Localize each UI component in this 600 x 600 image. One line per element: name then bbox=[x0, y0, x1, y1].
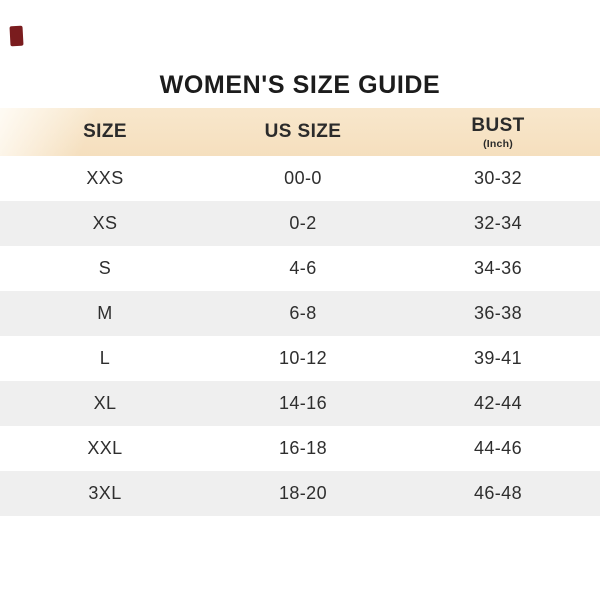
bust-cell: 34-36 bbox=[473, 258, 523, 278]
bust-cell: 36-38 bbox=[473, 303, 523, 323]
us-size-cell: 10-12 bbox=[278, 348, 328, 368]
bust-cell: 39-41 bbox=[473, 348, 523, 368]
table-row-l: L 10-12 39-41 bbox=[0, 336, 600, 381]
us-size-cell: 16-18 bbox=[278, 438, 328, 458]
bust-cell: 32-34 bbox=[473, 213, 523, 233]
size-cell: 3XL bbox=[88, 483, 122, 503]
column-header-bust: BUST (Inch) bbox=[396, 108, 600, 156]
table-row-xxs: XXS 00-0 30-32 bbox=[0, 156, 600, 201]
table-row-xs: XS 0-2 32-34 bbox=[0, 201, 600, 246]
page-title: WOMEN'S SIZE GUIDE bbox=[159, 71, 441, 99]
size-cell: S bbox=[98, 258, 112, 278]
us-size-cell: 0-2 bbox=[289, 213, 317, 233]
size-cell: M bbox=[97, 303, 113, 323]
column-header-us-size: US SIZE bbox=[210, 108, 396, 156]
bust-cell: 42-44 bbox=[473, 393, 523, 413]
us-size-cell: 14-16 bbox=[278, 393, 328, 413]
column-header-bust-label: BUST bbox=[471, 114, 525, 136]
size-cell: L bbox=[99, 348, 111, 368]
size-guide-table: SIZE US SIZE BUST (Inch) XXS 00-0 30-32 … bbox=[0, 108, 600, 516]
column-header-size-label: SIZE bbox=[83, 121, 127, 142]
size-cell: XL bbox=[93, 393, 117, 413]
bust-cell: 44-46 bbox=[473, 438, 523, 458]
column-header-size: SIZE bbox=[0, 108, 210, 156]
size-cell: XS bbox=[92, 213, 118, 233]
corner-mark-decoration bbox=[9, 25, 24, 47]
us-size-cell: 18-20 bbox=[278, 483, 328, 503]
column-header-bust-unit: (Inch) bbox=[483, 137, 513, 150]
us-size-cell: 4-6 bbox=[289, 258, 317, 278]
table-row-m: M 6-8 36-38 bbox=[0, 291, 600, 336]
table-row-s: S 4-6 34-36 bbox=[0, 246, 600, 291]
bust-cell: 46-48 bbox=[473, 483, 523, 503]
size-cell: XXL bbox=[87, 438, 123, 458]
table-row-xl: XL 14-16 42-44 bbox=[0, 381, 600, 426]
bust-cell: 30-32 bbox=[473, 168, 523, 188]
table-row-xxl: XXL 16-18 44-46 bbox=[0, 426, 600, 471]
table-row-3xl: 3XL 18-20 46-48 bbox=[0, 471, 600, 516]
table-header-row: SIZE US SIZE BUST (Inch) bbox=[0, 108, 600, 156]
size-cell: XXS bbox=[86, 168, 124, 188]
table-body: XXS 00-0 30-32 XS 0-2 32-34 S 4-6 34-36 … bbox=[0, 156, 600, 516]
us-size-cell: 00-0 bbox=[284, 168, 322, 188]
us-size-cell: 6-8 bbox=[289, 303, 317, 323]
column-header-us-size-label: US SIZE bbox=[264, 121, 342, 142]
